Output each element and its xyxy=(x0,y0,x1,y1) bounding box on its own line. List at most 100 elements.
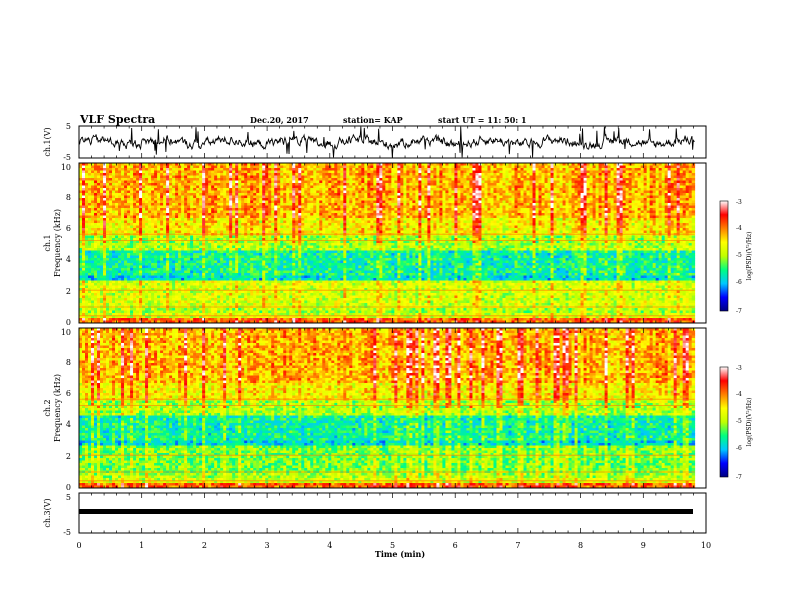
spectrogram-cell xyxy=(130,166,133,169)
spectrogram-cell xyxy=(97,286,100,289)
spectrogram-cell xyxy=(250,248,253,251)
spectrogram-cell xyxy=(193,243,196,246)
spectrogram-cell xyxy=(271,291,274,294)
spectrogram-cell xyxy=(259,258,262,261)
spectrogram-cell xyxy=(298,246,301,249)
spectrogram-cell xyxy=(133,191,136,194)
spectrogram-cell xyxy=(283,318,286,321)
spectrogram-cell xyxy=(292,271,295,274)
spectrogram-cell xyxy=(214,281,217,284)
spectrogram-cell xyxy=(151,286,154,289)
spectrogram-cell xyxy=(187,191,190,194)
spectrogram-cell xyxy=(94,273,97,276)
spectrogram-cell xyxy=(178,266,181,269)
spectrogram-cell xyxy=(250,198,253,201)
spectrogram-cell xyxy=(301,256,304,259)
spectrogram-cell xyxy=(304,298,307,301)
spectrogram-cell xyxy=(214,211,217,214)
spectrogram-cell xyxy=(169,246,172,249)
spectrogram-cell xyxy=(148,296,151,299)
spectrogram-cell xyxy=(151,178,154,181)
spectrogram-cell xyxy=(115,308,118,311)
spectrogram-cell xyxy=(253,273,256,276)
spectrogram-cell xyxy=(256,226,259,229)
spectrogram-cell xyxy=(190,281,193,284)
spectrogram-cell xyxy=(121,253,124,256)
spectrogram-cell xyxy=(214,246,217,249)
spectrogram-cell xyxy=(202,268,205,271)
spectrogram-cell xyxy=(214,286,217,289)
spectrogram-cell xyxy=(199,223,202,226)
spectrogram-cell xyxy=(223,168,226,171)
spectrogram-cell xyxy=(97,226,100,229)
spectrogram-cell xyxy=(142,276,145,279)
spectrogram-cell xyxy=(193,183,196,186)
spectrogram-cell xyxy=(187,186,190,189)
spectrogram-cell xyxy=(238,266,241,269)
spectrogram-cell xyxy=(217,198,220,201)
spectrogram-cell xyxy=(88,291,91,294)
spectrogram-cell xyxy=(277,196,280,199)
spectrogram-cell xyxy=(139,276,142,279)
spectrogram-cell xyxy=(187,253,190,256)
spectrogram-cell xyxy=(181,221,184,224)
spectrogram-cell xyxy=(91,271,94,274)
spectrogram-cell xyxy=(262,283,265,286)
spectrogram-cell xyxy=(292,283,295,286)
spectrogram-cell xyxy=(175,243,178,246)
spectrogram-cell xyxy=(274,191,277,194)
spectrogram-cell xyxy=(202,253,205,256)
spectrogram-cell xyxy=(286,198,289,201)
spectrogram-cell xyxy=(148,196,151,199)
spectrogram-cell xyxy=(187,188,190,191)
spectrogram-cell xyxy=(196,193,199,196)
spectrogram-cell xyxy=(244,208,247,211)
spectrogram-cell xyxy=(220,293,223,296)
spectrogram-cell xyxy=(280,168,283,171)
spectrogram-cell xyxy=(274,208,277,211)
spectrogram-cell xyxy=(247,308,250,311)
spectrogram-cell xyxy=(139,251,142,254)
spectrogram-cell xyxy=(262,228,265,231)
spectrogram-cell xyxy=(121,223,124,226)
spectrogram-cell xyxy=(301,301,304,304)
spectrogram-cell xyxy=(79,216,82,219)
spectrogram-cell xyxy=(232,271,235,274)
spectrogram-cell xyxy=(265,246,268,249)
spectrogram-cell xyxy=(121,178,124,181)
spectrogram-cell xyxy=(199,248,202,251)
spectrogram-cell xyxy=(265,178,268,181)
spectrogram-cell xyxy=(112,251,115,254)
spectrogram-cell xyxy=(295,251,298,254)
spectrogram-cell xyxy=(127,301,130,304)
spectrogram-cell xyxy=(145,293,148,296)
spectrogram-cell xyxy=(217,188,220,191)
spectrogram-cell xyxy=(94,198,97,201)
spectrogram-cell xyxy=(94,291,97,294)
spectrogram-cell xyxy=(85,258,88,261)
spectrogram-cell xyxy=(124,243,127,246)
spectrogram-cell xyxy=(115,281,118,284)
spectrogram-cell xyxy=(166,196,169,199)
spectrogram-cell xyxy=(265,261,268,264)
spectrogram-cell xyxy=(169,218,172,221)
spectrogram-cell xyxy=(121,248,124,251)
spectrogram-cell xyxy=(160,273,163,276)
spectrogram-cell xyxy=(178,218,181,221)
spectrogram-cell xyxy=(211,296,214,299)
spectrogram-cell xyxy=(106,286,109,289)
spectrogram-cell xyxy=(109,211,112,214)
spectrogram-cell xyxy=(85,246,88,249)
spectrogram-cell xyxy=(142,291,145,294)
spectrogram-cell xyxy=(193,296,196,299)
spectrogram-cell xyxy=(214,178,217,181)
spectrogram-cell xyxy=(124,286,127,289)
spectrogram-cell xyxy=(253,278,256,281)
spectrogram-cell xyxy=(169,181,172,184)
spectrogram-cell xyxy=(133,263,136,266)
spectrogram-cell xyxy=(124,221,127,224)
spectrogram-cell xyxy=(298,188,301,191)
spectrogram-cell xyxy=(265,256,268,259)
spectrogram-cell xyxy=(247,278,250,281)
spectrogram-cell xyxy=(181,273,184,276)
